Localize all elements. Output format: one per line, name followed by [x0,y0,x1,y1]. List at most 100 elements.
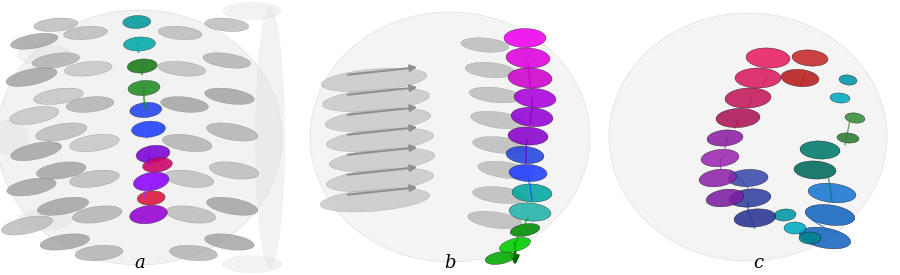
Ellipse shape [837,133,859,143]
Ellipse shape [511,107,553,127]
Ellipse shape [169,245,218,261]
Ellipse shape [131,121,166,137]
Ellipse shape [806,205,855,225]
Ellipse shape [310,12,590,262]
Ellipse shape [706,189,744,207]
Ellipse shape [794,161,836,179]
Ellipse shape [699,169,737,187]
Ellipse shape [0,10,282,265]
Ellipse shape [735,68,781,88]
Ellipse shape [10,106,59,125]
Ellipse shape [784,222,806,234]
Ellipse shape [69,170,120,187]
Ellipse shape [34,18,77,32]
Ellipse shape [33,88,84,104]
Ellipse shape [222,2,282,20]
Ellipse shape [478,161,532,179]
Ellipse shape [472,186,527,204]
Ellipse shape [204,234,255,250]
Ellipse shape [130,205,167,224]
Ellipse shape [158,61,206,76]
Ellipse shape [508,68,552,88]
Ellipse shape [799,232,821,244]
Ellipse shape [142,158,173,172]
Ellipse shape [38,197,88,215]
Ellipse shape [468,211,522,229]
Ellipse shape [133,172,169,191]
Ellipse shape [205,18,248,32]
Ellipse shape [461,38,508,52]
Ellipse shape [164,170,214,187]
Ellipse shape [36,123,86,141]
Ellipse shape [512,184,552,202]
Ellipse shape [701,149,739,167]
Ellipse shape [729,189,771,207]
Ellipse shape [130,102,162,118]
Ellipse shape [509,203,551,221]
Ellipse shape [32,53,79,68]
Ellipse shape [329,148,435,172]
Ellipse shape [207,123,257,141]
Ellipse shape [209,162,259,179]
Ellipse shape [506,48,550,68]
Ellipse shape [40,234,90,250]
Ellipse shape [321,68,427,92]
Ellipse shape [123,37,156,51]
Ellipse shape [17,209,73,231]
Ellipse shape [69,134,120,152]
Ellipse shape [255,7,285,268]
Text: b: b [445,254,455,272]
Ellipse shape [325,108,431,132]
Ellipse shape [75,245,123,261]
Ellipse shape [500,238,530,252]
Ellipse shape [514,88,556,108]
Ellipse shape [320,188,430,212]
Ellipse shape [137,191,166,205]
Ellipse shape [11,33,58,49]
Ellipse shape [158,26,202,40]
Ellipse shape [7,178,56,196]
Text: a: a [134,254,145,272]
Ellipse shape [326,128,434,152]
Ellipse shape [128,80,160,96]
Ellipse shape [830,93,850,103]
Ellipse shape [207,197,257,215]
Ellipse shape [127,59,158,73]
Ellipse shape [204,88,255,104]
Ellipse shape [707,130,742,146]
Ellipse shape [64,61,112,76]
Ellipse shape [166,206,216,223]
Ellipse shape [746,48,790,68]
Ellipse shape [734,209,776,227]
Ellipse shape [17,44,73,66]
Ellipse shape [839,75,857,85]
Ellipse shape [485,252,515,265]
Ellipse shape [6,67,57,87]
Text: c: c [753,254,764,272]
Ellipse shape [728,169,768,186]
Ellipse shape [845,113,865,123]
Ellipse shape [0,120,29,155]
Ellipse shape [800,141,840,159]
Ellipse shape [160,97,209,112]
Ellipse shape [222,255,282,273]
Ellipse shape [136,145,170,163]
Ellipse shape [808,183,856,203]
Ellipse shape [792,50,828,66]
Ellipse shape [609,13,887,261]
Ellipse shape [506,146,544,164]
Ellipse shape [322,88,430,112]
Ellipse shape [203,53,250,68]
Ellipse shape [725,88,771,108]
Ellipse shape [509,164,547,182]
Ellipse shape [508,127,548,145]
Ellipse shape [716,108,760,128]
Ellipse shape [504,29,546,48]
Ellipse shape [471,111,526,129]
Ellipse shape [36,162,86,179]
Ellipse shape [66,97,114,112]
Ellipse shape [326,168,434,192]
Ellipse shape [469,87,521,103]
Ellipse shape [472,137,527,153]
Ellipse shape [162,134,212,152]
